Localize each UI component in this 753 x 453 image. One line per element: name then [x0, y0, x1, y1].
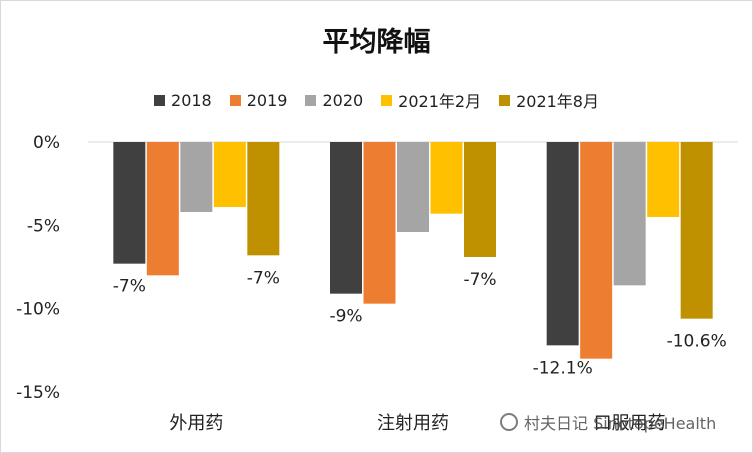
x-category-label: 外用药 [169, 413, 223, 434]
y-tick-label: -15% [16, 383, 60, 403]
bar [146, 142, 179, 276]
data-label: -9% [329, 307, 362, 327]
bar [680, 142, 713, 319]
chart-title: 平均降幅 [322, 27, 431, 58]
x-category-label: 口服用药 [594, 413, 666, 434]
bar [180, 142, 213, 212]
bar [363, 142, 396, 304]
legend-item-2021-aug: 2021年8月 [499, 88, 599, 112]
data-label: -7% [463, 270, 496, 290]
bar [247, 142, 280, 256]
legend-label: 2021年2月 [398, 92, 482, 111]
bar [430, 142, 463, 214]
bar [330, 142, 362, 294]
data-label: -7% [113, 277, 146, 297]
bar [613, 142, 646, 286]
legend-item-2020: 2020 [305, 91, 363, 110]
x-category-label: 注射用药 [377, 413, 449, 434]
legend-swatch [154, 94, 166, 106]
legend-swatch [305, 94, 317, 106]
legend-swatch [381, 94, 393, 106]
legend-swatch [499, 94, 511, 106]
data-label: -7% [247, 268, 280, 288]
legend-item-2021-feb: 2021年2月 [381, 88, 481, 112]
bar [213, 142, 246, 207]
data-label: -10.6% [667, 332, 727, 352]
legend-swatch [229, 94, 241, 106]
legend-item-2018: 2018 [154, 91, 212, 110]
wechat-icon [500, 413, 518, 431]
bar [647, 142, 680, 217]
bar [580, 142, 613, 359]
watermark-text: 村夫日记 SinotopeHealth [524, 414, 717, 433]
bar [397, 142, 429, 232]
legend-label: 2021年8月 [516, 92, 599, 111]
legend-label: 2018 [171, 90, 212, 110]
legend-item-2019: 2019 [229, 90, 288, 110]
bar [546, 142, 579, 346]
bar [464, 142, 496, 257]
legend-label: 2019 [246, 90, 288, 110]
legend-label: 2020 [322, 90, 364, 110]
bar [113, 142, 146, 264]
y-tick-label: -5% [27, 216, 60, 236]
watermark: 村夫日记 SinotopeHealth [500, 410, 716, 434]
y-tick-label: -10% [16, 300, 60, 320]
data-label: -12.1% [533, 358, 593, 378]
y-tick-label: 0% [33, 133, 60, 153]
chart-legend: 2018 2019 2020 2021年2月 2021年8月 [0, 88, 753, 112]
